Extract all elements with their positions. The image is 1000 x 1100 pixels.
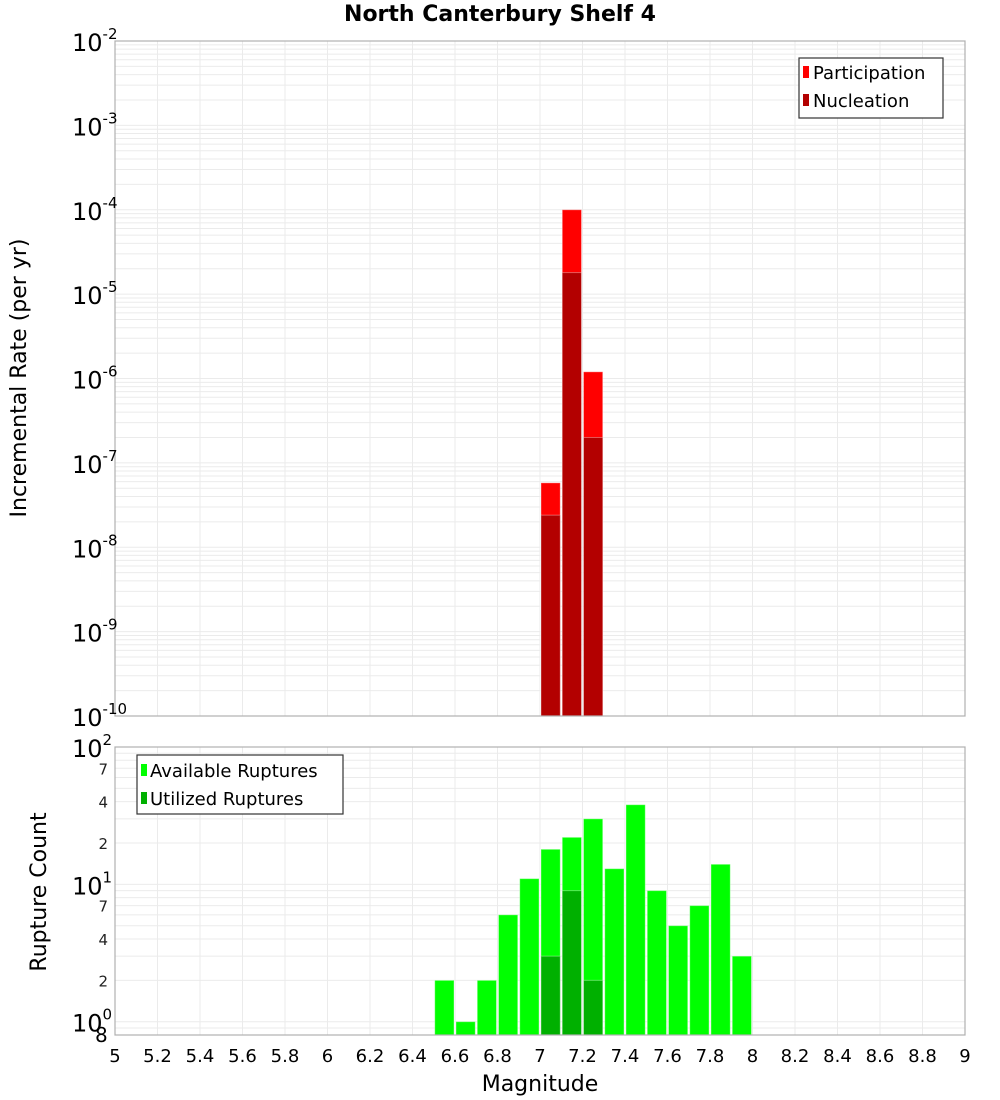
bar-utilized-ruptures xyxy=(583,979,604,1036)
x-tick-label: 9 xyxy=(959,1046,970,1067)
x-tick-label: 7.4 xyxy=(611,1046,640,1067)
bar-available-ruptures xyxy=(710,863,731,1036)
x-tick-label: 6.4 xyxy=(398,1046,427,1067)
x-axis-title: Magnitude xyxy=(482,1072,599,1097)
y-tick-label: 10-8 xyxy=(72,531,118,563)
legend-top: Participation Nucleation xyxy=(798,57,944,119)
bar-available-ruptures xyxy=(519,878,540,1036)
x-tick-label: 6.6 xyxy=(441,1046,470,1067)
bar-available-ruptures xyxy=(668,925,689,1036)
legend-swatch xyxy=(141,764,147,776)
y-minor-tick-label: 2 xyxy=(98,835,108,853)
x-tick-label: 8.4 xyxy=(823,1046,852,1067)
y-minor-tick-label: 7 xyxy=(98,898,108,916)
x-tick-label: 5 xyxy=(109,1046,120,1067)
y-minor-tick-label: 4 xyxy=(98,931,108,949)
y-tick-label: 10-6 xyxy=(72,363,118,395)
y-tick-label: 10-4 xyxy=(72,194,118,226)
y-tick-label: 102 xyxy=(72,731,112,763)
bar-available-ruptures xyxy=(476,979,497,1036)
bar-available-ruptures xyxy=(625,804,646,1036)
x-tick-label: 7 xyxy=(534,1046,545,1067)
bottom-plot xyxy=(114,746,966,1036)
y-tick-label: 10-7 xyxy=(72,447,118,479)
y-tick-label: 10-5 xyxy=(72,278,118,310)
chart-title: North Canterbury Shelf 4 xyxy=(344,2,656,27)
x-tick-label: 8.8 xyxy=(908,1046,937,1067)
x-tick-label: 7.6 xyxy=(653,1046,682,1067)
y-minor-tick-label: 7 xyxy=(98,760,108,778)
bar-utilized-ruptures xyxy=(561,890,582,1036)
y-tick-label: 10-3 xyxy=(72,109,118,141)
legend-label: Available Ruptures xyxy=(150,761,318,782)
legend-label: Utilized Ruptures xyxy=(150,789,303,810)
y-minor-tick-label: 2 xyxy=(98,972,108,990)
y-tick-label: 10-9 xyxy=(72,616,118,648)
y-tick-label: 101 xyxy=(72,868,112,900)
bar-nucleation xyxy=(561,272,582,717)
bar-available-ruptures xyxy=(434,979,455,1036)
x-tick-label: 6 xyxy=(322,1046,333,1067)
bar-available-ruptures xyxy=(455,1021,476,1036)
y-axis-title-bottom: Rupture Count xyxy=(27,812,52,972)
legend-swatch xyxy=(803,66,809,78)
plot-frame xyxy=(114,40,966,717)
x-tick-label: 6.8 xyxy=(483,1046,512,1067)
bar-available-ruptures xyxy=(604,868,625,1036)
bar-nucleation xyxy=(583,436,604,717)
y-tick-label: 8 xyxy=(95,1023,108,1047)
x-tick-label: 5.4 xyxy=(186,1046,215,1067)
x-tick-label: 7.2 xyxy=(568,1046,597,1067)
legend-label: Participation xyxy=(813,63,925,84)
y-axis-title-top: Incremental Rate (per yr) xyxy=(7,239,32,518)
legend-box xyxy=(798,57,944,119)
legend-swatch xyxy=(803,94,809,106)
y-minor-tick-label: 4 xyxy=(98,794,108,812)
bar-available-ruptures xyxy=(731,955,752,1036)
x-tick-label: 5.8 xyxy=(271,1046,300,1067)
bar-utilized-ruptures xyxy=(540,955,561,1036)
x-tick-label: 6.2 xyxy=(356,1046,385,1067)
x-tick-label: 8 xyxy=(747,1046,758,1067)
x-tick-label: 8.6 xyxy=(866,1046,895,1067)
bar-nucleation xyxy=(540,514,561,717)
legend-swatch xyxy=(141,792,147,804)
top-plot xyxy=(114,40,966,717)
x-tick-label: 5.2 xyxy=(143,1046,172,1067)
x-tick-label: 5.6 xyxy=(228,1046,257,1067)
y-tick-label: 10-10 xyxy=(72,700,127,732)
x-tick-label: 8.2 xyxy=(781,1046,810,1067)
x-tick-label: 7.8 xyxy=(696,1046,725,1067)
bar-available-ruptures xyxy=(689,905,710,1036)
plot-frame xyxy=(114,746,966,1036)
legend-box xyxy=(136,754,344,815)
bar-available-ruptures xyxy=(498,914,519,1036)
bar-available-ruptures xyxy=(646,890,667,1036)
legend-label: Nucleation xyxy=(813,91,909,112)
y-tick-label: 10-2 xyxy=(72,25,118,57)
legend-bottom: Available Ruptures Utilized Ruptures xyxy=(136,754,344,815)
